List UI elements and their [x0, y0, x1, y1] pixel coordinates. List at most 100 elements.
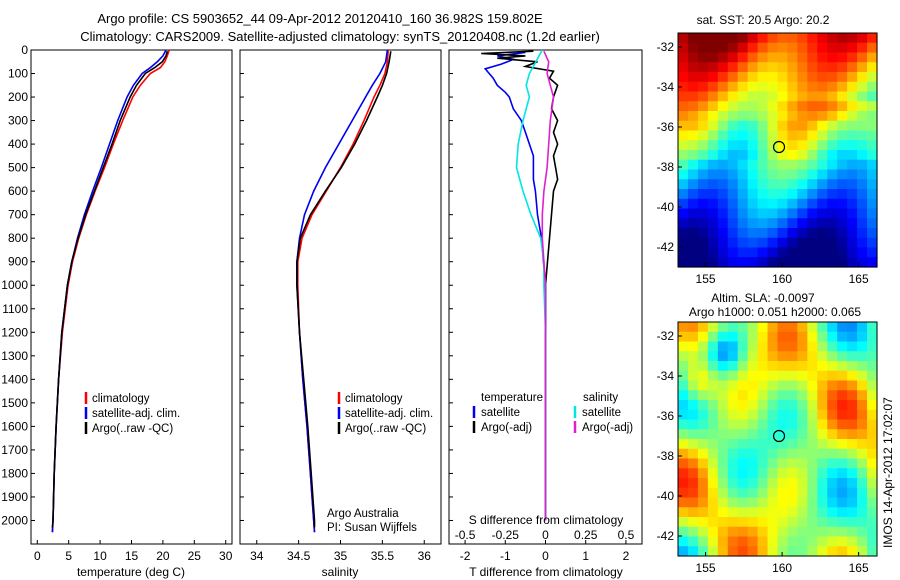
map-cell [867, 208, 878, 219]
map-cell [678, 536, 689, 547]
map-cell [687, 478, 699, 489]
map-cell [787, 237, 798, 249]
map-cell [827, 390, 838, 401]
map-cell [717, 361, 729, 372]
map-cell [727, 546, 739, 557]
map-cell [797, 487, 808, 499]
map-cell [847, 507, 858, 518]
map-cell [697, 361, 709, 372]
map-cell [867, 439, 878, 450]
map-cell [687, 130, 699, 141]
map-cell [817, 42, 828, 54]
s-tick-label: 0 [542, 528, 549, 542]
map-cell [678, 390, 689, 401]
salinity-line-climatology [296, 49, 389, 533]
map-cell [737, 159, 749, 171]
map-cell [697, 33, 709, 44]
y-tick-label: -40 [657, 200, 675, 214]
map-cell [857, 62, 868, 73]
map-cell [777, 400, 789, 411]
map-cell [697, 208, 709, 219]
map-cell [827, 120, 838, 132]
map-cell [817, 546, 828, 557]
y-tick-label: 1600 [1, 419, 28, 433]
map-cell [697, 198, 709, 210]
map-cell [678, 189, 689, 200]
map-cell [767, 33, 779, 44]
map-cell [757, 218, 769, 229]
map-cell [867, 247, 878, 258]
map-cell [687, 140, 699, 151]
map-cell [717, 429, 729, 440]
map-cell [857, 341, 868, 352]
map-cell [847, 517, 858, 528]
y-tick-label: 300 [8, 114, 28, 128]
map-cell [867, 478, 878, 489]
map-cell [847, 81, 858, 93]
map-cell [817, 331, 828, 343]
map-cell [857, 526, 868, 538]
map-cell [767, 341, 779, 352]
map-cell [678, 341, 689, 352]
map-cell [787, 507, 798, 518]
map-cell [737, 487, 749, 499]
map-cell [707, 218, 719, 229]
map-cell [687, 159, 699, 171]
map-cell [827, 189, 838, 200]
map-cell [787, 150, 798, 161]
map-cell [687, 322, 699, 333]
map-cell [737, 247, 749, 258]
map-cell [837, 341, 848, 352]
map-cell [827, 247, 838, 258]
sla-map-title-line-2: Argo h1000: 0.051 h2000: 0.065 [689, 305, 861, 319]
salinity-legend: climatology satellite-adj. clim. Argo(..… [327, 392, 433, 534]
map-cell [857, 487, 868, 499]
map-cell [797, 429, 808, 440]
map-cell [807, 507, 818, 518]
map-cell [737, 497, 749, 508]
map-cell [678, 228, 689, 239]
x-tick-label: 5 [65, 549, 72, 563]
x-tick-label: 30 [219, 549, 233, 563]
map-cell [807, 448, 818, 460]
map-cell [727, 400, 739, 411]
map-cell [847, 111, 858, 122]
map-cell [687, 42, 699, 54]
map-cell [817, 247, 828, 258]
y-tick-label: 900 [8, 255, 28, 269]
y-tick-label: -38 [657, 449, 675, 463]
map-cell [807, 189, 818, 200]
map-cell [697, 478, 709, 489]
map-cell [687, 536, 699, 547]
map-cell [747, 390, 759, 401]
map-cell [827, 81, 838, 93]
map-cell [797, 159, 808, 171]
map-cell [847, 409, 858, 421]
map-cell [827, 237, 838, 249]
map-cell [867, 517, 878, 528]
map-cell [717, 101, 729, 112]
map-cell [847, 331, 858, 343]
map-cell [747, 458, 759, 469]
map-cell [867, 150, 878, 161]
map-cell [817, 33, 828, 44]
map-cell [717, 91, 729, 102]
map-cell [757, 331, 769, 343]
map-cell [687, 52, 699, 63]
map-cell [727, 62, 739, 73]
map-cell [757, 130, 769, 141]
map-cell [687, 468, 699, 479]
map-cell [797, 400, 808, 411]
map-cell [837, 179, 848, 190]
map-cell [797, 409, 808, 421]
map-cell [807, 111, 818, 122]
map-cell [867, 120, 878, 132]
map-cell [867, 179, 878, 190]
map-cell [817, 179, 828, 190]
map-cell [707, 81, 719, 93]
y-tick-label: -32 [657, 40, 675, 54]
map-cell [857, 101, 868, 112]
map-cell [857, 218, 868, 229]
x-tick-label: -1 [500, 549, 511, 563]
map-cell [767, 322, 779, 333]
